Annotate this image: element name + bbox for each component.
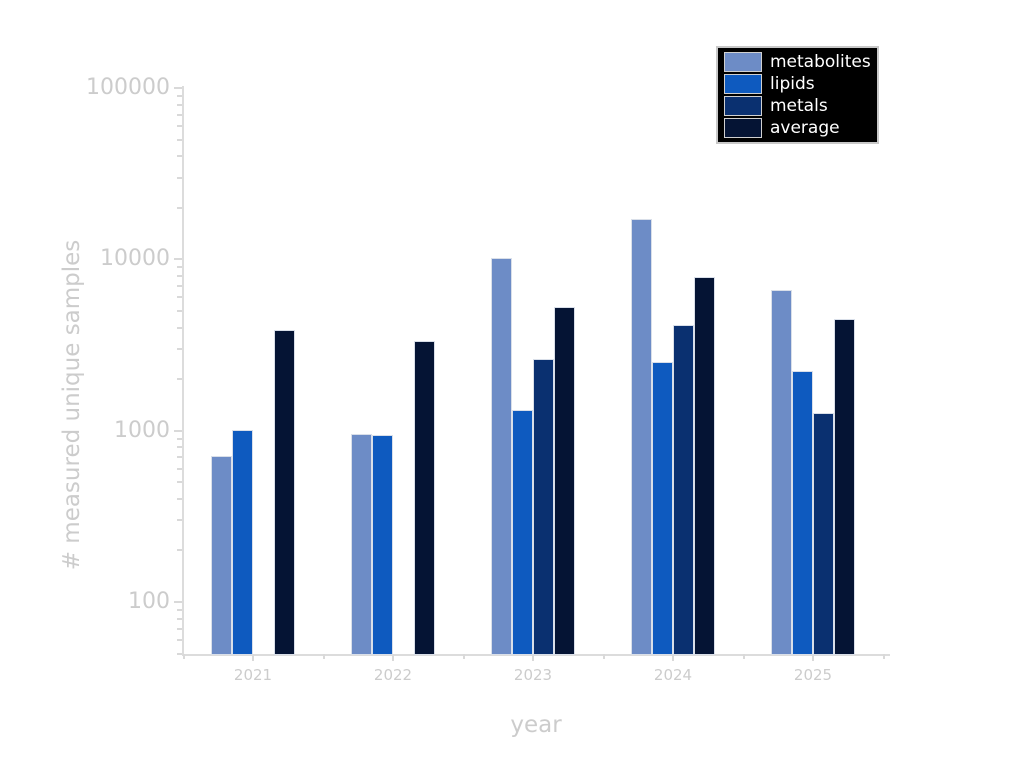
- y-tick-minor: [177, 608, 182, 611]
- x-tick-label: 2021: [233, 666, 273, 684]
- y-tick-minor: [177, 467, 182, 470]
- legend-item-average: average: [724, 118, 871, 138]
- x-tick-minor: [743, 654, 745, 659]
- y-tick-minor: [177, 138, 182, 141]
- legend-swatch-lipids: [724, 74, 762, 94]
- y-tick-major: [174, 258, 182, 261]
- x-tick-minor: [883, 654, 885, 659]
- legend: metabolites lipids metals average: [716, 46, 879, 144]
- y-tick-minor: [177, 125, 182, 128]
- x-tick-label: 2022: [373, 666, 413, 684]
- x-tick-label: 2023: [513, 666, 553, 684]
- y-tick-minor: [177, 206, 182, 209]
- x-tick-major: [812, 654, 814, 661]
- y-tick-minor: [177, 176, 182, 179]
- bar-lipids-2025: [792, 372, 812, 654]
- bar-metabolites-2021: [211, 457, 231, 654]
- y-tick-minor: [177, 437, 182, 440]
- bar-metabolites-2022: [351, 434, 371, 654]
- x-tick-major: [672, 654, 674, 661]
- y-tick-minor: [177, 113, 182, 116]
- y-tick-minor: [177, 155, 182, 158]
- legend-item-metabolites: metabolites: [724, 52, 871, 72]
- y-tick-minor: [177, 627, 182, 630]
- x-tick-minor: [323, 654, 325, 659]
- x-tick-major: [252, 654, 254, 661]
- bar-metabolites-2025: [771, 291, 791, 654]
- x-axis-spine: [182, 654, 890, 656]
- y-tick-minor: [177, 549, 182, 552]
- legend-swatch-average: [724, 118, 762, 138]
- y-tick-label: 1000: [114, 417, 170, 443]
- y-tick-minor: [177, 296, 182, 299]
- x-axis-title: year: [510, 712, 562, 738]
- legend-swatch-metabolites: [724, 52, 762, 72]
- bar-average-2024: [695, 277, 715, 654]
- legend-swatch-metals: [724, 96, 762, 116]
- legend-label: lipids: [770, 73, 815, 94]
- x-tick-label: 2025: [793, 666, 833, 684]
- y-tick-minor: [177, 326, 182, 329]
- y-tick-major: [174, 429, 182, 432]
- y-tick-minor: [177, 347, 182, 350]
- legend-label: metals: [770, 95, 828, 116]
- bar-metals-2023: [534, 359, 554, 654]
- legend-label: metabolites: [770, 51, 871, 72]
- y-tick-minor: [177, 103, 182, 106]
- y-tick-minor: [177, 275, 182, 277]
- bar-lipids-2024: [652, 362, 672, 654]
- y-tick-label: 100000: [86, 75, 170, 101]
- legend-item-metals: metals: [724, 96, 871, 116]
- x-tick-label: 2024: [653, 666, 693, 684]
- y-tick-major: [174, 601, 182, 603]
- y-tick-minor: [177, 497, 182, 500]
- x-tick-minor: [463, 654, 465, 659]
- y-tick-minor: [177, 284, 182, 287]
- bar-lipids-2021: [232, 430, 252, 654]
- bar-lipids-2023: [512, 411, 532, 654]
- bar-metabolites-2024: [631, 219, 651, 654]
- y-tick-minor: [177, 309, 182, 312]
- y-tick-minor: [177, 519, 182, 522]
- y-axis-title: # measured unique samples: [59, 239, 85, 571]
- y-tick-minor: [177, 94, 182, 97]
- bar-lipids-2022: [372, 436, 392, 654]
- x-tick-major: [532, 654, 534, 661]
- x-tick-major: [392, 654, 394, 661]
- y-tick-minor: [177, 456, 182, 459]
- y-tick-minor: [177, 652, 182, 655]
- bar-metals-2025: [814, 414, 834, 654]
- y-axis-spine: [182, 86, 184, 654]
- x-tick-minor: [183, 654, 185, 659]
- bar-metabolites-2023: [491, 259, 511, 654]
- y-tick-minor: [177, 446, 182, 449]
- x-tick-minor: [603, 654, 605, 659]
- y-tick-major: [174, 87, 182, 90]
- bar-average-2021: [275, 331, 295, 654]
- bar-average-2023: [555, 308, 575, 654]
- y-tick-minor: [177, 266, 182, 269]
- y-tick-minor: [177, 378, 182, 381]
- bar-metals-2024: [674, 325, 694, 654]
- y-tick-minor: [177, 617, 182, 620]
- y-tick-minor: [177, 639, 182, 641]
- y-tick-label: 100: [128, 589, 170, 614]
- bar-average-2025: [835, 320, 855, 654]
- legend-label: average: [770, 117, 840, 138]
- legend-item-lipids: lipids: [724, 74, 871, 94]
- y-tick-label: 10000: [100, 246, 170, 272]
- y-tick-minor: [177, 481, 182, 484]
- bar-average-2022: [415, 341, 435, 654]
